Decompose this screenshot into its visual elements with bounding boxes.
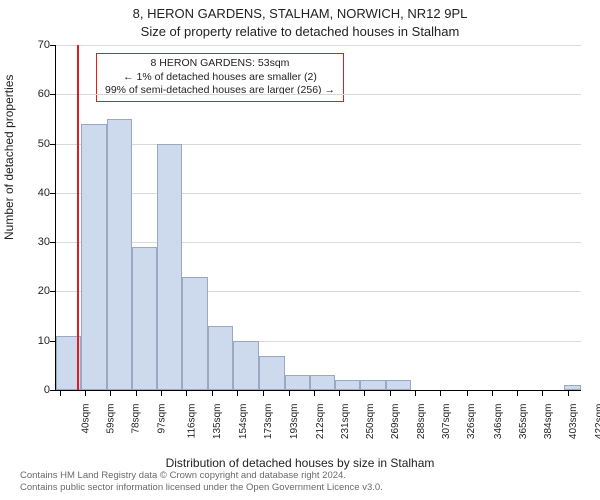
chart-title-sub: Size of property relative to detached ho… <box>0 24 600 39</box>
y-tick-label: 0 <box>20 384 50 396</box>
x-tick <box>161 390 162 396</box>
x-axis-label: Distribution of detached houses by size … <box>0 456 600 470</box>
x-tick-label: 346sqm <box>493 404 504 440</box>
x-tick <box>136 390 137 396</box>
y-axis-label: Number of detached properties <box>2 75 16 240</box>
x-tick-label: 250sqm <box>365 404 376 440</box>
x-tick <box>110 390 111 396</box>
x-tick <box>364 390 365 396</box>
histogram-bar <box>81 124 106 390</box>
footer-text: Contains HM Land Registry data © Crown c… <box>20 470 590 494</box>
chart-container: 8, HERON GARDENS, STALHAM, NORWICH, NR12… <box>0 0 600 500</box>
x-tick-label: 326sqm <box>466 404 477 440</box>
y-tick <box>50 390 56 391</box>
x-tick <box>339 390 340 396</box>
annotation-line-3: 99% of semi-detached houses are larger (… <box>105 84 335 98</box>
x-tick <box>60 390 61 396</box>
x-tick-label: 97sqm <box>156 404 167 434</box>
histogram-bar <box>360 380 385 390</box>
histogram-bar <box>285 375 310 390</box>
x-tick <box>517 390 518 396</box>
x-tick-label: 193sqm <box>289 404 300 440</box>
chart-title-main: 8, HERON GARDENS, STALHAM, NORWICH, NR12… <box>0 6 600 21</box>
x-tick-label: 269sqm <box>390 404 401 440</box>
y-tick <box>50 144 56 145</box>
x-tick <box>440 390 441 396</box>
x-tick <box>542 390 543 396</box>
x-tick-label: 154sqm <box>238 404 249 440</box>
x-tick <box>263 390 264 396</box>
histogram-bar <box>107 119 132 390</box>
x-tick-label: 288sqm <box>416 404 427 440</box>
y-tick-label: 50 <box>20 138 50 150</box>
x-tick-label: 59sqm <box>106 404 117 434</box>
x-tick <box>289 390 290 396</box>
histogram-bar <box>182 277 207 390</box>
x-tick <box>467 390 468 396</box>
footer-line-1: Contains HM Land Registry data © Crown c… <box>20 470 346 481</box>
y-tick-label: 60 <box>20 88 50 100</box>
histogram-bar <box>233 341 260 390</box>
plot-area: 8 HERON GARDENS: 53sqm ← 1% of detached … <box>55 45 581 391</box>
y-tick <box>50 242 56 243</box>
annotation-line-1: 8 HERON GARDENS: 53sqm <box>105 57 335 71</box>
x-tick-label: 422sqm <box>594 404 600 440</box>
gridline <box>56 45 581 46</box>
annotation-line-2: ← 1% of detached houses are smaller (2) <box>105 71 335 85</box>
histogram-bar <box>564 385 581 390</box>
x-tick <box>568 390 569 396</box>
histogram-bar <box>259 356 284 391</box>
x-tick-label: 384sqm <box>543 404 554 440</box>
gridline <box>56 94 581 95</box>
y-tick-label: 30 <box>20 236 50 248</box>
x-tick <box>85 390 86 396</box>
gridline <box>56 242 581 243</box>
y-tick <box>50 45 56 46</box>
y-tick-label: 40 <box>20 187 50 199</box>
reference-line <box>77 45 79 390</box>
gridline <box>56 144 581 145</box>
y-tick-label: 10 <box>20 335 50 347</box>
x-tick <box>492 390 493 396</box>
histogram-bar <box>386 380 411 390</box>
x-tick-label: 78sqm <box>131 404 142 434</box>
histogram-bar <box>157 144 182 390</box>
histogram-bar <box>132 247 157 390</box>
x-tick <box>237 390 238 396</box>
histogram-bar <box>208 326 233 390</box>
x-tick <box>415 390 416 396</box>
histogram-bar <box>335 380 360 390</box>
x-tick-label: 365sqm <box>518 404 529 440</box>
x-tick-label: 173sqm <box>263 404 274 440</box>
footer-line-2: Contains public sector information licen… <box>20 482 383 493</box>
y-tick <box>50 94 56 95</box>
x-tick-label: 307sqm <box>441 404 452 440</box>
x-tick <box>390 390 391 396</box>
x-tick-label: 135sqm <box>212 404 223 440</box>
x-tick-label: 40sqm <box>81 404 92 434</box>
x-tick <box>212 390 213 396</box>
x-tick-label: 403sqm <box>569 404 580 440</box>
x-tick-label: 212sqm <box>315 404 326 440</box>
y-tick <box>50 193 56 194</box>
gridline <box>56 193 581 194</box>
y-tick-label: 70 <box>20 39 50 51</box>
x-tick-label: 231sqm <box>340 404 351 440</box>
x-tick-label: 116sqm <box>186 404 197 439</box>
x-tick <box>314 390 315 396</box>
y-tick <box>50 291 56 292</box>
x-tick <box>186 390 187 396</box>
histogram-bar <box>310 375 335 390</box>
y-tick-label: 20 <box>20 285 50 297</box>
